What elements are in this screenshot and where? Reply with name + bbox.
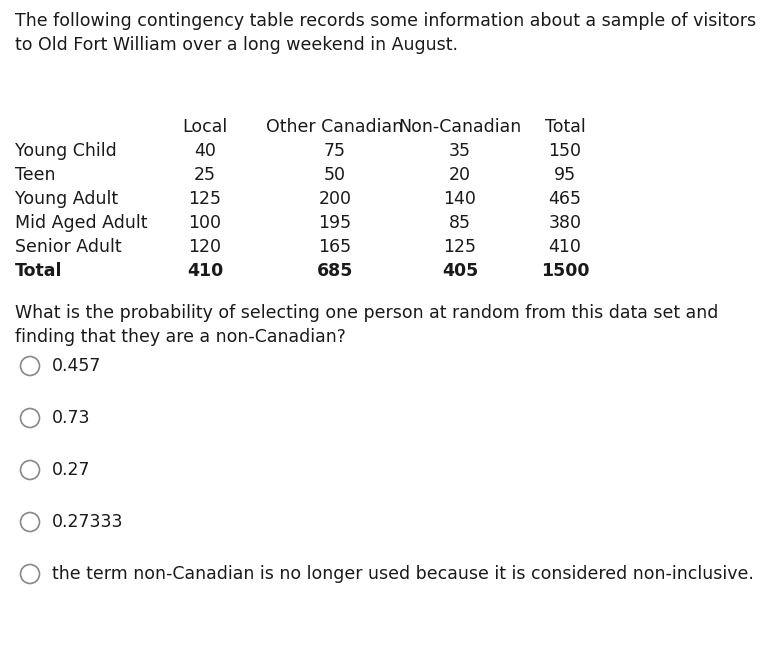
- Text: Local: Local: [183, 118, 228, 136]
- Text: 75: 75: [324, 142, 346, 160]
- Text: 405: 405: [442, 262, 478, 280]
- Text: Total: Total: [15, 262, 63, 280]
- Text: 200: 200: [318, 190, 351, 208]
- Text: The following contingency table records some information about a sample of visit: The following contingency table records …: [15, 12, 756, 55]
- Text: Young Adult: Young Adult: [15, 190, 118, 208]
- Text: 165: 165: [318, 238, 351, 256]
- Text: 125: 125: [189, 190, 221, 208]
- Text: 150: 150: [549, 142, 581, 160]
- Text: 1500: 1500: [541, 262, 589, 280]
- Text: 0.27: 0.27: [52, 461, 91, 479]
- Text: 20: 20: [449, 166, 471, 184]
- Text: 465: 465: [549, 190, 581, 208]
- Text: 120: 120: [189, 238, 221, 256]
- Text: 125: 125: [444, 238, 477, 256]
- Text: 0.73: 0.73: [52, 409, 91, 427]
- Text: 410: 410: [187, 262, 223, 280]
- Text: 35: 35: [449, 142, 471, 160]
- Text: 95: 95: [554, 166, 576, 184]
- Text: Teen: Teen: [15, 166, 56, 184]
- Text: Young Child: Young Child: [15, 142, 117, 160]
- Text: 0.27333: 0.27333: [52, 513, 124, 531]
- Text: Total: Total: [545, 118, 585, 136]
- Text: 685: 685: [317, 262, 353, 280]
- Text: 40: 40: [194, 142, 216, 160]
- Text: 0.457: 0.457: [52, 357, 101, 375]
- Text: Non-Canadian: Non-Canadian: [399, 118, 522, 136]
- Text: the term non-Canadian is no longer used because it is considered non-inclusive.: the term non-Canadian is no longer used …: [52, 565, 754, 583]
- Text: 100: 100: [189, 214, 221, 232]
- Text: Senior Adult: Senior Adult: [15, 238, 122, 256]
- Text: 25: 25: [194, 166, 216, 184]
- Text: Other Canadian: Other Canadian: [266, 118, 403, 136]
- Text: 140: 140: [444, 190, 477, 208]
- Text: 380: 380: [549, 214, 581, 232]
- Text: 195: 195: [318, 214, 351, 232]
- Text: 410: 410: [549, 238, 581, 256]
- Text: Mid Aged Adult: Mid Aged Adult: [15, 214, 148, 232]
- Text: 85: 85: [449, 214, 471, 232]
- Text: What is the probability of selecting one person at random from this data set and: What is the probability of selecting one…: [15, 304, 718, 347]
- Text: 50: 50: [324, 166, 346, 184]
